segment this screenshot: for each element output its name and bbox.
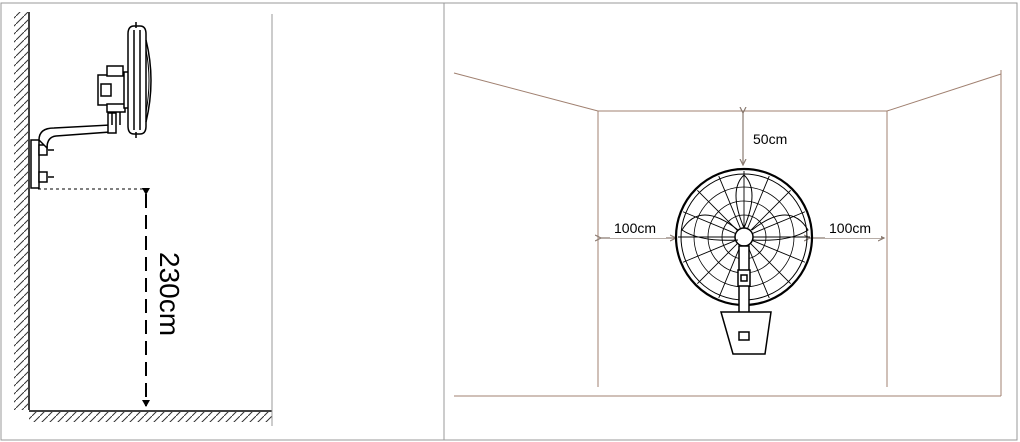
top-clearance-label: 50cm — [753, 131, 787, 147]
fan-guard-front — [674, 167, 814, 307]
wall-hatch — [14, 12, 30, 410]
wall-bracket — [30, 112, 117, 189]
guard-spoke — [750, 190, 791, 231]
fan-mount-arm — [720, 245, 772, 355]
right-clearance-label: 100cm — [829, 220, 871, 236]
guard-spoke — [682, 211, 736, 234]
side-view-panel: 230cm — [14, 12, 273, 426]
room-outline — [453, 70, 1002, 397]
floor-hatch — [29, 410, 272, 422]
guard-spoke — [718, 245, 741, 299]
fan-guard-side — [127, 22, 152, 138]
guard-spoke — [752, 240, 806, 263]
guard-spoke — [747, 245, 770, 299]
height-label: 230cm — [154, 252, 185, 336]
guard-spoke — [682, 240, 736, 263]
front-view-panel: 50cm 100cm 100cm — [453, 70, 1002, 397]
guard-spoke — [697, 190, 738, 231]
guard-spoke — [752, 211, 806, 234]
guard-spoke — [697, 243, 738, 284]
left-clearance-label: 100cm — [614, 220, 656, 236]
guard-spoke — [718, 175, 741, 229]
fan-blades — [681, 174, 809, 241]
guard-spoke — [747, 175, 770, 229]
guard-spoke — [750, 243, 791, 284]
